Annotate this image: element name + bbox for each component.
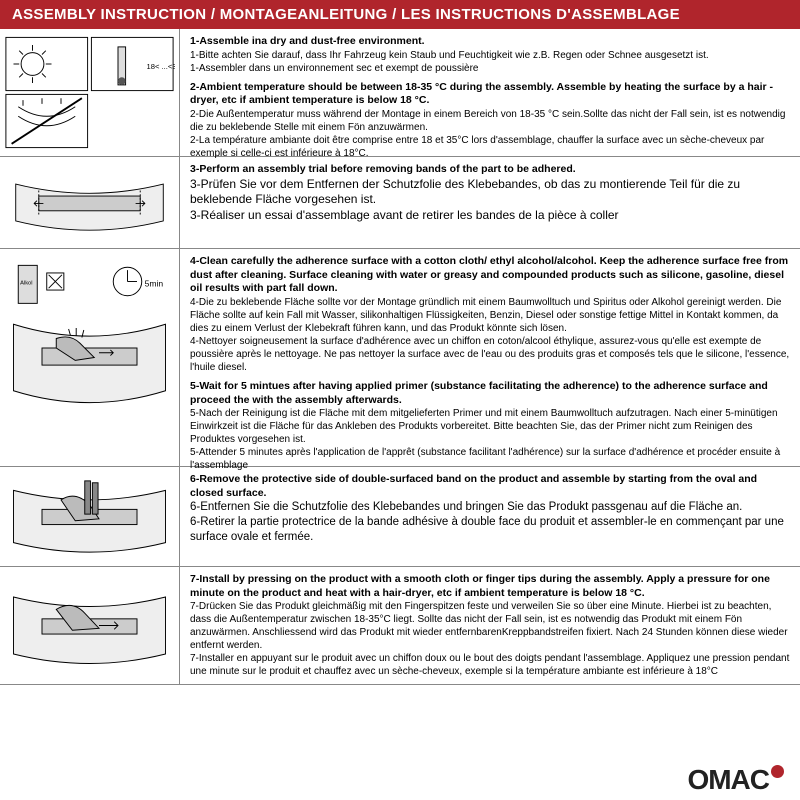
step-row: Alkol 5min 4-Clean carefully the adheren…	[0, 249, 800, 467]
instruction-line: 1-Assembler dans un environnement sec et…	[190, 62, 790, 75]
instruction-line: 6-Entfernen Sie die Schutzfolie des Kleb…	[190, 500, 790, 515]
instruction-line: 5-Nach der Reinigung ist die Fläche mit …	[190, 407, 790, 446]
step-text: 4-Clean carefully the adherence surface …	[180, 249, 800, 466]
illustration-step-1-2: 18< ...<35 C	[0, 29, 180, 156]
instruction-line: 4-Nettoyer soigneusement la surface d'ad…	[190, 335, 790, 374]
instruction-line: 3-Prüfen Sie vor dem Entfernen der Schut…	[190, 177, 790, 208]
instruction-bold: 5-Wait for 5 mintues after having applie…	[190, 380, 790, 407]
logo-dot-icon	[771, 765, 784, 778]
instruction-line: 6-Retirer la partie protectrice de la ba…	[190, 515, 790, 545]
svg-text:Alkol: Alkol	[20, 280, 32, 286]
instruction-bold: 4-Clean carefully the adherence surface …	[190, 255, 790, 296]
instruction-line: 4-Die zu beklebende Fläche sollte vor de…	[190, 296, 790, 335]
instruction-bold: 3-Perform an assembly trial before remov…	[190, 163, 790, 177]
instruction-line: 1-Bitte achten Sie darauf, dass Ihr Fahr…	[190, 49, 790, 62]
step-row: 18< ...<35 C 1-Assemble ina dry and dust…	[0, 29, 800, 157]
instruction-bold: 6-Remove the protective side of double-s…	[190, 473, 790, 500]
illustration-step-4-5: Alkol 5min	[0, 249, 180, 466]
instruction-line: 7-Drücken Sie das Produkt gleichmäßig mi…	[190, 600, 790, 652]
step-text: 7-Install by pressing on the product wit…	[180, 567, 800, 684]
step-text: 1-Assemble ina dry and dust-free environ…	[180, 29, 800, 156]
svg-text:18< ...<35 C: 18< ...<35 C	[147, 62, 176, 71]
page-title: ASSEMBLY INSTRUCTION / MONTAGEANLEITUNG …	[0, 0, 800, 29]
step-row: 6-Remove the protective side of double-s…	[0, 467, 800, 567]
instruction-line: 3-Réaliser un essai d'assemblage avant d…	[190, 208, 790, 224]
brand-logo: OMAC	[687, 764, 784, 796]
step-row: 7-Install by pressing on the product wit…	[0, 567, 800, 685]
illustration-step-7	[0, 567, 180, 684]
instruction-bold: 1-Assemble ina dry and dust-free environ…	[190, 35, 790, 49]
illustration-step-6	[0, 467, 180, 566]
step-text: 6-Remove the protective side of double-s…	[180, 467, 800, 566]
step-row: 3-Perform an assembly trial before remov…	[0, 157, 800, 249]
illustration-step-3	[0, 157, 180, 248]
instruction-line: 7-Installer en appuyant sur le produit a…	[190, 652, 790, 678]
instruction-line: 2-Die Außentemperatur muss während der M…	[190, 108, 790, 134]
step-text: 3-Perform an assembly trial before remov…	[180, 157, 800, 248]
logo-text: OMAC	[687, 764, 769, 795]
svg-text:5min: 5min	[145, 278, 164, 288]
instruction-bold: 2-Ambient temperature should be between …	[190, 81, 790, 108]
instruction-table: 18< ...<35 C 1-Assemble ina dry and dust…	[0, 29, 800, 685]
instruction-bold: 7-Install by pressing on the product wit…	[190, 573, 790, 600]
